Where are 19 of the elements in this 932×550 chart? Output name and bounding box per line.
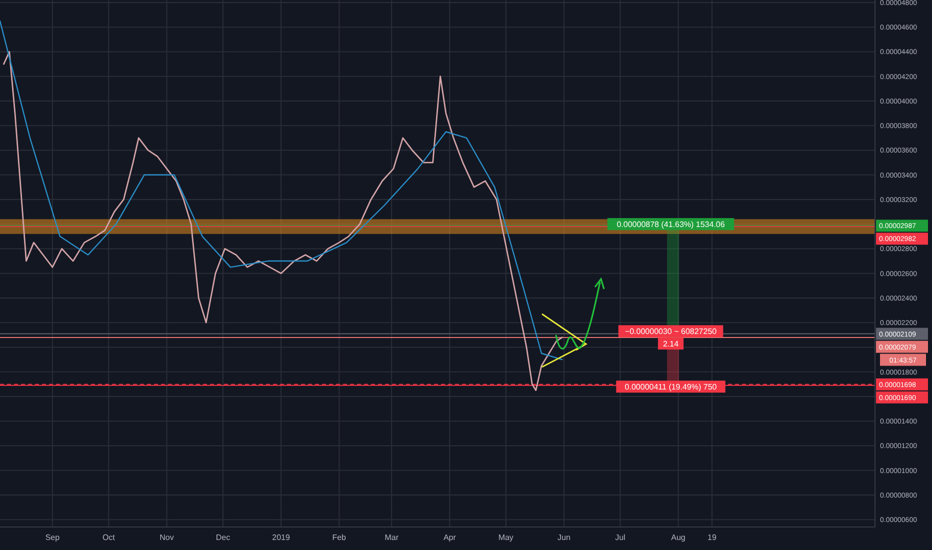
annotation: 0.00000878 (41.63%) 1534.06 — [616, 220, 726, 229]
x-tick-label: Aug — [671, 533, 686, 542]
x-tick-label: Dec — [216, 533, 230, 542]
x-tick-label: Jul — [615, 533, 626, 542]
x-tick-label: Feb — [332, 533, 347, 542]
x-tick-label: Mar — [384, 533, 399, 542]
annotation: −0.00000030 ~ 60827250 — [624, 327, 718, 336]
x-tick-label: 2019 — [272, 533, 290, 542]
x-tick-label: Sep — [45, 533, 60, 542]
x-tick-label: Apr — [443, 533, 456, 542]
x-tick-label: Nov — [160, 533, 174, 542]
line-series — [0, 20, 563, 360]
x-tick-label: 19 — [708, 533, 717, 542]
line-series — [3, 51, 563, 392]
x-tick-label: Oct — [102, 533, 116, 542]
annotation: 2.14 — [662, 339, 680, 348]
annotation: 0.00000411 (19.49%) 750 — [624, 382, 718, 392]
x-tick-label: May — [498, 533, 514, 542]
x-tick-label: Jun — [558, 533, 570, 542]
